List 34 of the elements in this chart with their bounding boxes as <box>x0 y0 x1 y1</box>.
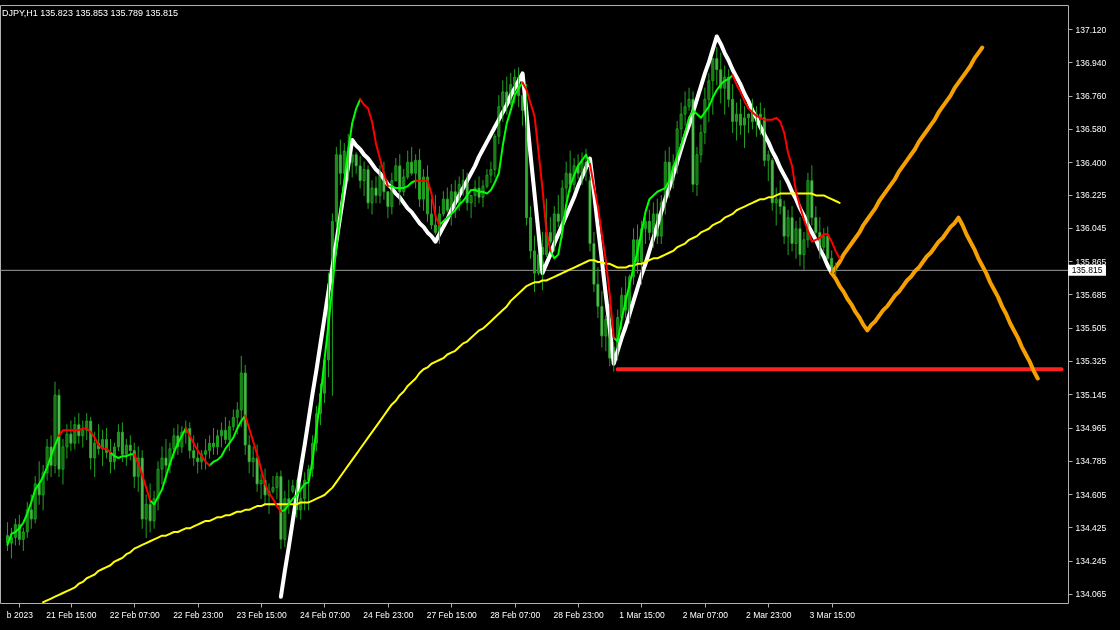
x-tick-label: 2 Mar 23:00 <box>746 609 792 620</box>
y-tick-label: 136.940 <box>1075 57 1107 68</box>
y-tick-label: 135.685 <box>1075 289 1107 300</box>
x-tick-label: 1 Mar 15:00 <box>619 609 665 620</box>
x-tick-label: 28 Feb 23:00 <box>553 609 604 620</box>
ref-line-label: 135.815 <box>1071 265 1103 276</box>
x-tick-label: 23 Feb 15:00 <box>236 609 287 620</box>
y-tick-label: 134.245 <box>1075 556 1107 567</box>
y-tick-label: 135.865 <box>1075 256 1107 267</box>
y-tick-label: 134.785 <box>1075 456 1107 467</box>
x-tick-label: 3 Mar 15:00 <box>809 609 856 620</box>
y-tick-label: 136.225 <box>1075 190 1107 201</box>
y-tick-label: 135.505 <box>1075 323 1107 334</box>
x-tick-label: 22 Feb 23:00 <box>173 609 224 620</box>
y-tick-label: 134.605 <box>1075 489 1107 500</box>
y-tick-label: 136.760 <box>1075 91 1107 102</box>
x-tick-label: 2 Mar 07:00 <box>682 609 729 620</box>
x-tick-label: b 2023 <box>6 609 34 620</box>
y-tick-label: 134.065 <box>1075 589 1107 600</box>
y-tick-label: 135.145 <box>1075 389 1107 400</box>
x-tick-label: 21 Feb 15:00 <box>46 609 97 620</box>
y-tick-label: 134.425 <box>1075 522 1107 533</box>
y-tick-label: 137.120 <box>1075 24 1107 35</box>
y-tick-label: 135.325 <box>1075 356 1107 367</box>
x-tick-label: 24 Feb 07:00 <box>299 609 351 620</box>
y-tick-label: 134.965 <box>1075 423 1107 434</box>
y-tick-label: 136.580 <box>1075 124 1107 135</box>
x-tick-label: 27 Feb 15:00 <box>426 609 478 620</box>
x-tick-label: 28 Feb 07:00 <box>490 609 541 620</box>
chart-title: DJPY,H1 135.823 135.853 135.789 135.815 <box>2 8 178 18</box>
x-tick-label: 22 Feb 07:00 <box>109 609 161 620</box>
x-tick-label: 24 Feb 23:00 <box>363 609 414 620</box>
y-tick-label: 136.045 <box>1075 223 1107 234</box>
y-tick-label: 136.400 <box>1075 157 1107 168</box>
